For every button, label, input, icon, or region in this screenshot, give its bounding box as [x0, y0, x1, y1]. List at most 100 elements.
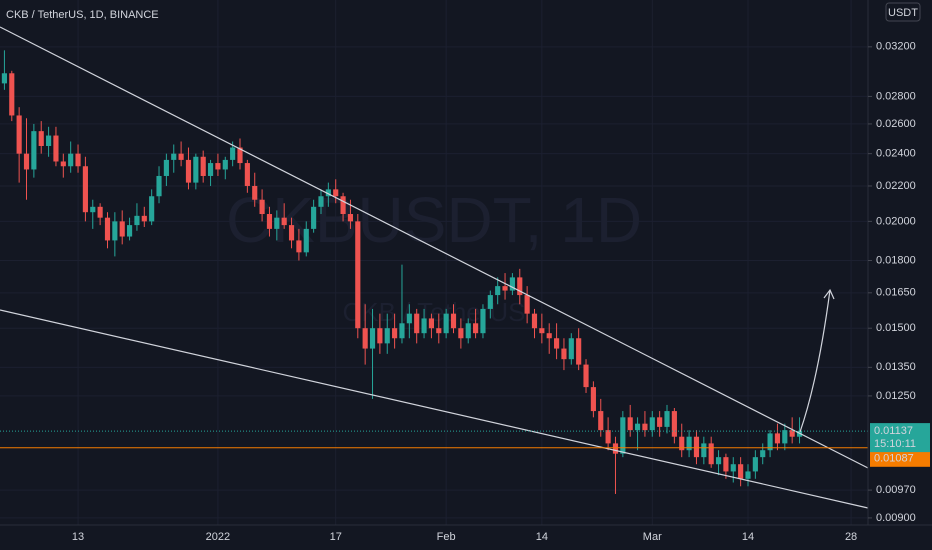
candle-body — [414, 313, 420, 334]
x-tick-label: 2022 — [206, 531, 230, 543]
candle-body — [163, 159, 169, 176]
candle-body — [583, 364, 589, 388]
candle-body — [620, 417, 626, 454]
candle-body — [524, 295, 530, 314]
candle-body — [664, 411, 670, 427]
x-tick-label: 13 — [72, 531, 84, 543]
candle-body — [657, 417, 663, 427]
candle-body — [9, 73, 15, 116]
candle-body — [612, 443, 619, 454]
y-tick-label: 0.02400 — [876, 148, 916, 160]
candle-body — [200, 156, 206, 176]
candle-body — [230, 147, 236, 160]
candle-body — [355, 221, 361, 329]
trend-line — [0, 309, 869, 509]
candle-body — [502, 286, 508, 291]
candle-body — [752, 457, 758, 472]
candle-body — [745, 471, 751, 479]
x-tick-label: Mar — [643, 531, 662, 543]
candle-body — [126, 225, 133, 237]
candle-body — [97, 206, 103, 218]
candle-body — [458, 328, 464, 339]
price-line-label: 0.01087 — [874, 453, 914, 465]
candle-body — [325, 189, 331, 197]
y-tick-label: 0.00900 — [876, 512, 916, 524]
x-tick-label: 14 — [536, 531, 548, 543]
candles — [1, 50, 803, 494]
candle-body — [590, 387, 596, 412]
candle-body — [649, 417, 655, 431]
candle-body — [634, 423, 641, 431]
candle-body — [627, 417, 633, 431]
x-tick-label: 28 — [845, 531, 857, 543]
candle-body — [531, 313, 538, 329]
y-tick-label: 0.02800 — [876, 90, 916, 102]
currency-label[interactable]: USDT — [888, 7, 918, 19]
candle-body — [561, 348, 567, 360]
candle-body — [193, 156, 199, 183]
watermark: CKBUSDT, 1D — [226, 184, 642, 256]
candle-body — [156, 175, 162, 197]
x-tick-label: 14 — [742, 531, 754, 543]
candle-body — [428, 318, 434, 329]
candle-body — [708, 443, 714, 465]
candle-body — [369, 328, 376, 349]
candle-body — [686, 436, 692, 451]
candle-body — [16, 115, 22, 154]
candle-body — [296, 240, 302, 253]
candle-body — [252, 185, 258, 200]
candle-body — [605, 430, 611, 444]
candle-body — [104, 217, 111, 241]
candle-body — [495, 286, 501, 296]
candle-body — [149, 196, 155, 222]
candle-body — [222, 159, 228, 170]
candle-body — [259, 199, 265, 215]
candle-body — [730, 464, 736, 472]
y-tick-label: 0.00970 — [876, 484, 916, 496]
candle-body — [671, 411, 677, 437]
candle-body — [68, 153, 74, 167]
candle-body — [767, 433, 773, 451]
candle-body — [1, 73, 7, 84]
candle-body — [281, 217, 287, 226]
y-tick-label: 0.01650 — [876, 287, 916, 299]
candle-body — [392, 328, 398, 339]
candle-body — [789, 430, 795, 437]
candle-body — [642, 423, 648, 431]
candle-body — [576, 338, 582, 365]
candle-body — [399, 323, 405, 339]
candle-body — [171, 153, 177, 160]
candle-body — [53, 135, 59, 162]
price-line-tag — [870, 450, 930, 467]
y-tick-label: 0.02200 — [876, 180, 916, 192]
chart-title: CKB / TetherUS, 1D, BINANCE — [6, 9, 159, 21]
candle-body — [288, 225, 295, 241]
candle-body — [598, 411, 604, 431]
candle-body — [178, 153, 184, 160]
candle-body — [377, 328, 383, 344]
candle-body — [119, 221, 125, 237]
candle-body — [796, 431, 803, 437]
candle-body — [82, 166, 88, 213]
trend-line — [0, 26, 869, 469]
candle-body — [185, 159, 192, 183]
x-tick-label: 17 — [330, 531, 342, 543]
candle-body — [738, 464, 744, 479]
candle-body — [38, 131, 44, 147]
candle-body — [60, 161, 66, 167]
y-tick-label: 0.01250 — [876, 390, 916, 402]
candle-body — [450, 313, 457, 329]
candle-body — [333, 189, 339, 197]
currency-button[interactable] — [885, 2, 921, 22]
candle-body — [539, 328, 545, 334]
last-price-label: 0.01137 — [874, 425, 913, 437]
candle-body — [782, 430, 788, 444]
arrow — [799, 289, 831, 433]
candle-body — [436, 328, 442, 334]
candle-body — [693, 436, 700, 458]
candle-body — [701, 443, 707, 458]
